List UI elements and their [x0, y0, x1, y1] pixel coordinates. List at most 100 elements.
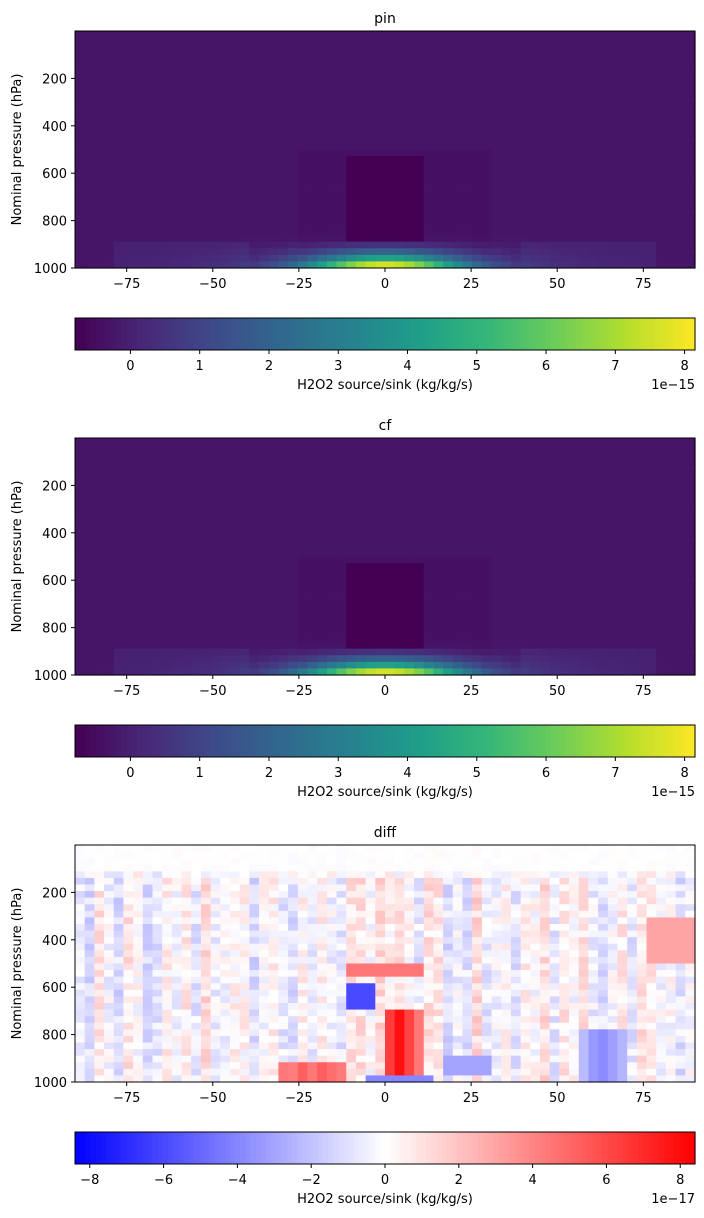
heatmap-cell — [278, 563, 289, 571]
heatmap-cell — [84, 129, 95, 137]
heatmap-cell — [385, 530, 396, 538]
heatmap-cell — [210, 116, 221, 124]
heatmap-cell — [607, 202, 619, 210]
heatmap-cell — [598, 110, 609, 118]
heatmap-cell — [607, 438, 619, 446]
heatmap-cell — [336, 169, 347, 177]
heatmap-cell — [288, 648, 299, 656]
heatmap-cell — [559, 110, 570, 118]
heatmap-cell — [326, 628, 338, 637]
heatmap-cell — [113, 655, 125, 663]
heatmap-cell — [355, 477, 367, 485]
heatmap-cell — [656, 116, 667, 124]
heatmap-cell — [578, 44, 590, 52]
heatmap-cell — [200, 63, 212, 72]
colorbar-offset-text: 1e−15 — [651, 785, 695, 800]
heatmap-cell — [355, 241, 367, 249]
heatmap-cell — [646, 110, 657, 118]
heatmap-cell — [326, 569, 338, 577]
heatmap-cell — [491, 523, 502, 531]
heatmap-cell — [385, 438, 396, 446]
heatmap-cell — [297, 576, 309, 584]
colorbar-segment — [307, 318, 314, 350]
heatmap-cell — [75, 642, 86, 650]
heatmap-cell — [75, 897, 86, 905]
heatmap-cell — [588, 530, 599, 538]
heatmap-cell — [607, 503, 619, 512]
heatmap-cell — [423, 563, 435, 571]
heatmap-cell — [443, 543, 454, 551]
heatmap-cell — [375, 444, 386, 452]
heatmap-cell — [307, 497, 318, 505]
heatmap-cell — [365, 254, 376, 263]
heatmap-cell — [394, 221, 405, 230]
heatmap-cell — [75, 175, 86, 184]
heatmap-cell — [200, 156, 212, 164]
heatmap-cell — [94, 549, 105, 558]
heatmap-cell — [423, 668, 435, 676]
heatmap-cell — [510, 116, 522, 124]
heatmap-cell — [346, 63, 357, 72]
heatmap-cell — [268, 457, 280, 465]
heatmap-cell — [249, 202, 260, 210]
heatmap-cell — [84, 497, 95, 505]
heatmap-cell — [452, 162, 464, 170]
heatmap-cell — [297, 215, 309, 223]
heatmap-cell — [249, 175, 260, 184]
heatmap-cell — [191, 484, 202, 492]
colorbar-segment — [509, 725, 515, 757]
heatmap-cell — [443, 96, 454, 105]
heatmap-cell — [75, 156, 86, 164]
heatmap-cell — [152, 228, 163, 236]
heatmap-cell — [501, 589, 512, 597]
heatmap-cell — [200, 569, 212, 577]
heatmap-cell — [452, 182, 464, 190]
heatmap-cell — [414, 90, 425, 98]
heatmap-cell — [152, 490, 163, 498]
colorbar-segment — [653, 318, 660, 350]
colorbar-segment — [255, 725, 262, 757]
heatmap-cell — [239, 582, 250, 591]
heatmap-cell — [346, 96, 357, 105]
heatmap-cell — [636, 37, 648, 45]
heatmap-cell — [133, 149, 144, 157]
colorbar-segment — [571, 725, 577, 757]
heatmap-cell — [549, 202, 560, 210]
heatmap-cell — [181, 57, 192, 65]
heatmap-cell — [394, 635, 405, 643]
heatmap-cell — [307, 642, 318, 650]
heatmap-cell — [423, 241, 435, 249]
heatmap-cell — [414, 149, 425, 157]
heatmap-cell — [472, 228, 483, 236]
heatmap-cell — [230, 254, 241, 263]
heatmap-cell — [297, 142, 309, 151]
heatmap-cell — [230, 261, 241, 269]
heatmap-cell — [171, 221, 183, 230]
heatmap-cell — [675, 451, 686, 459]
colorbar-segment — [80, 725, 86, 757]
heatmap-cell — [210, 517, 221, 525]
heatmap-cell — [104, 110, 115, 118]
colorbar-segment — [648, 318, 655, 350]
heatmap-cell — [268, 235, 280, 243]
heatmap-cell — [230, 175, 241, 184]
heatmap-cell — [588, 116, 599, 124]
heatmap-cell — [220, 576, 231, 584]
heatmap-cell — [249, 609, 260, 617]
heatmap-cell — [462, 642, 473, 650]
heatmap-cell — [491, 63, 502, 72]
heatmap-cell — [94, 628, 105, 637]
heatmap-cell — [375, 661, 386, 670]
heatmap-cell — [297, 50, 309, 58]
heatmap-cell — [462, 129, 473, 137]
colorbar-segment — [679, 318, 686, 350]
heatmap-cell — [220, 241, 231, 249]
heatmap-cell — [665, 444, 677, 452]
heatmap-cell — [385, 635, 396, 643]
heatmap-cell — [152, 77, 163, 85]
heatmap-cell — [578, 241, 590, 249]
heatmap-cell — [375, 457, 386, 465]
heatmap-cell — [355, 110, 367, 118]
colorbar-segment — [560, 725, 567, 757]
heatmap-cell — [220, 477, 231, 485]
